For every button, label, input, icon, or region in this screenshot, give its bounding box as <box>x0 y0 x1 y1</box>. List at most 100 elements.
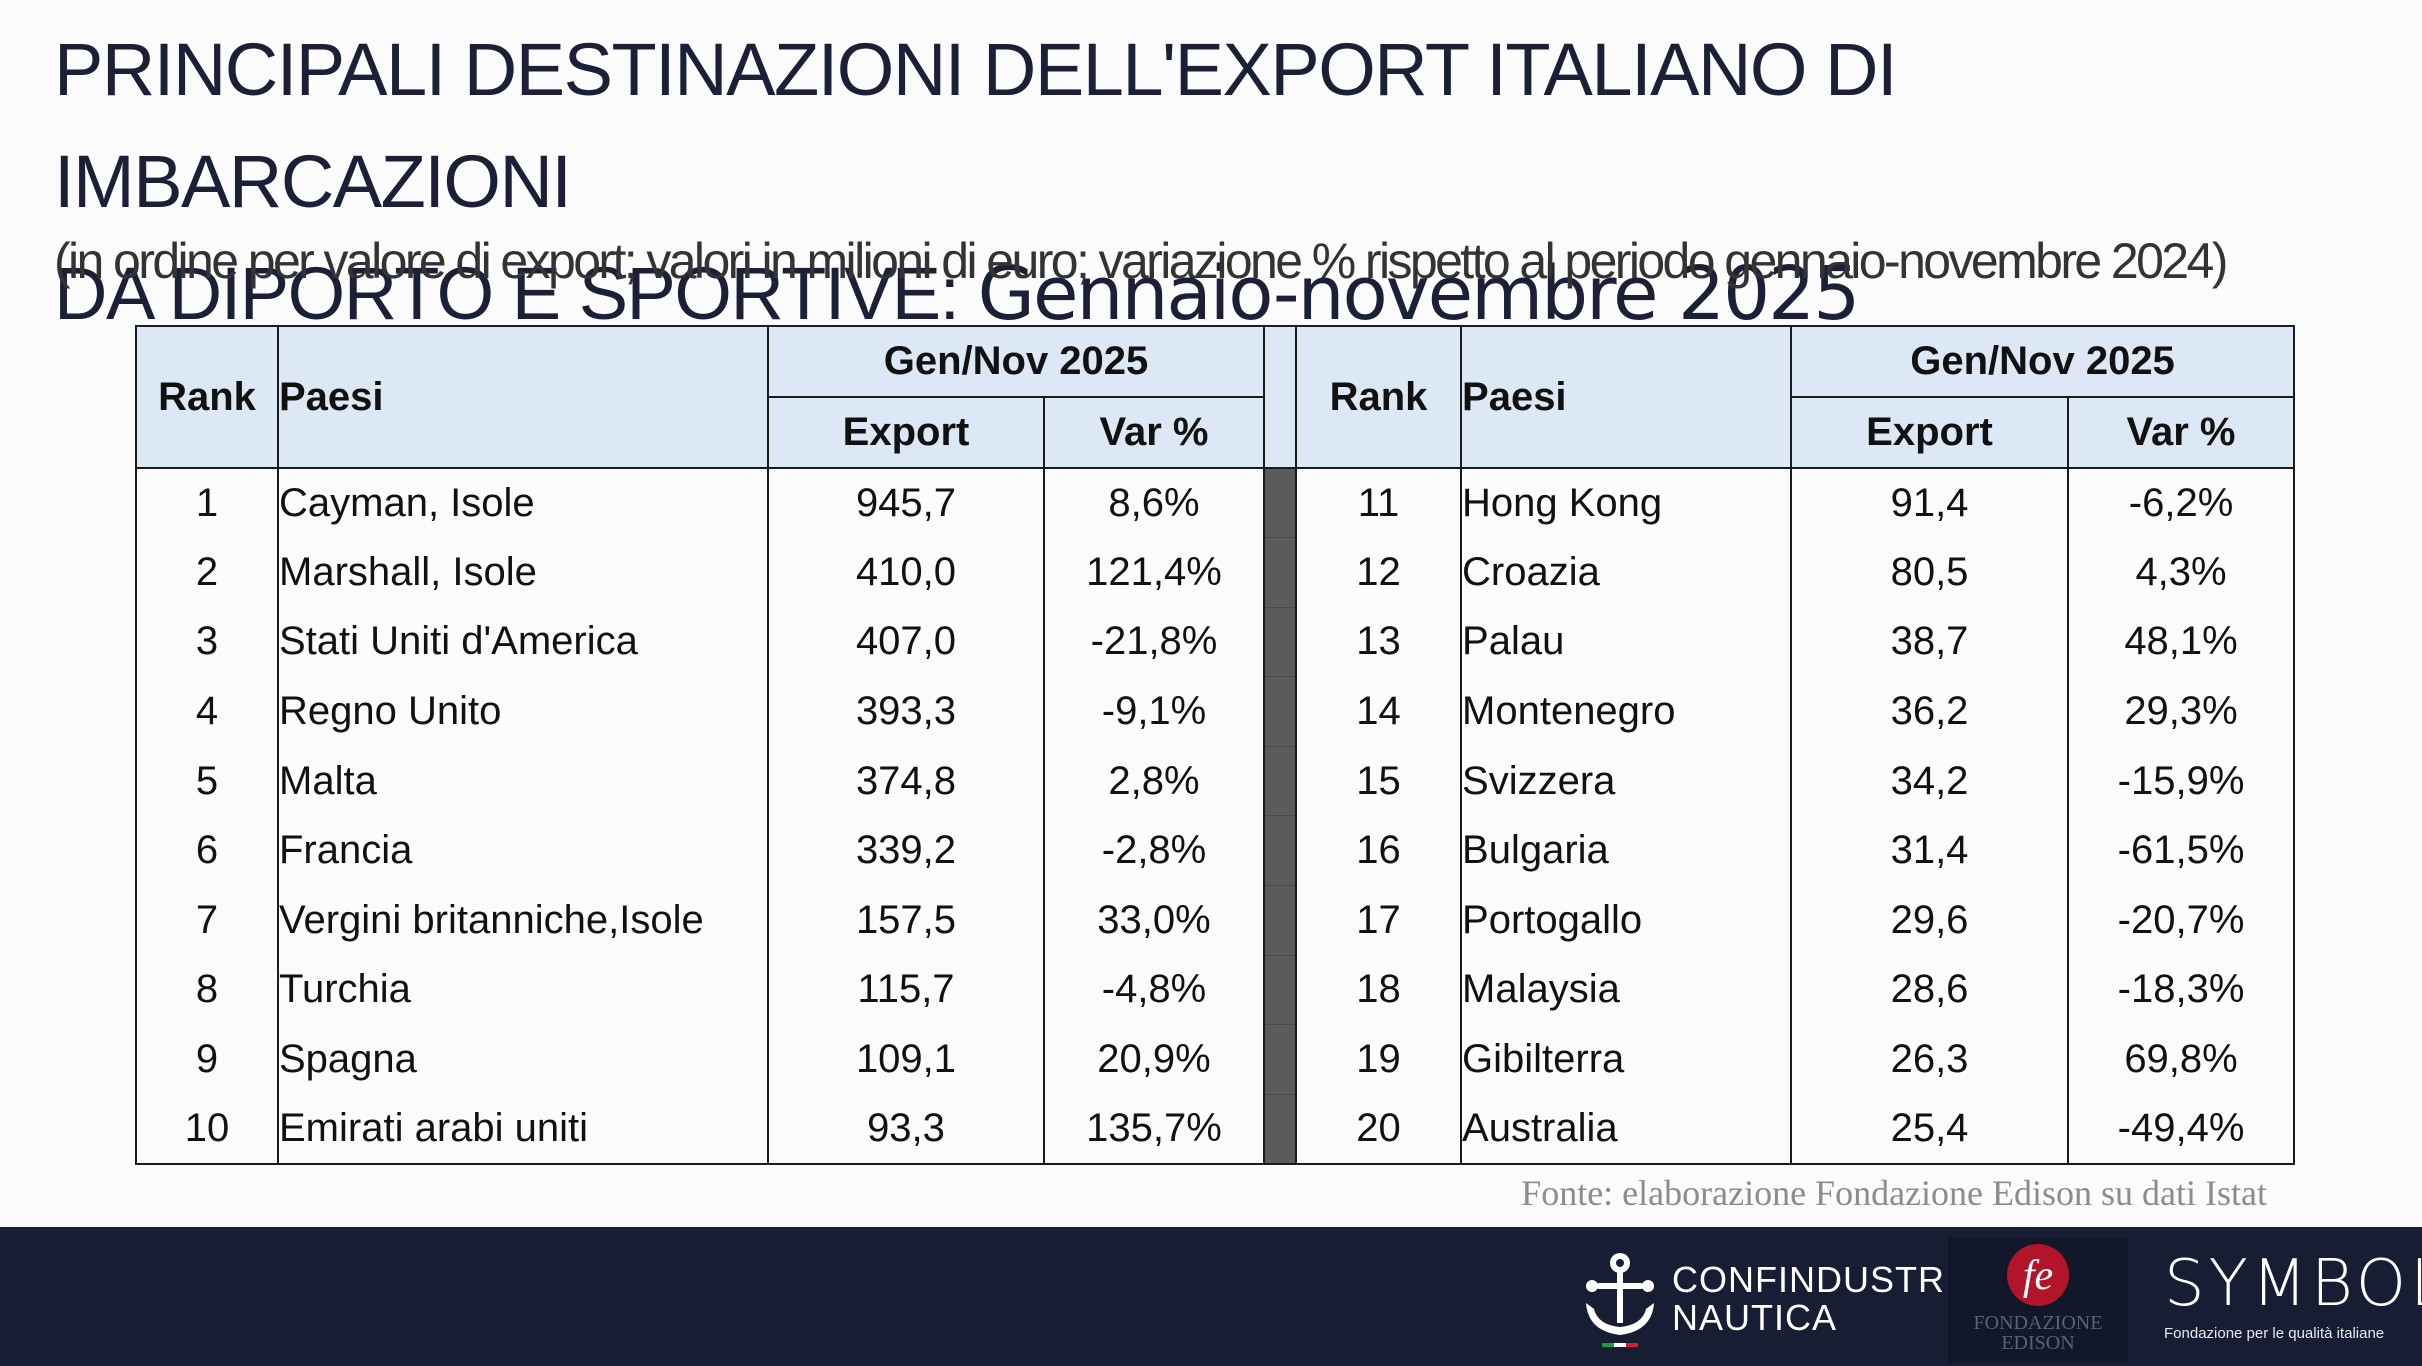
header-var: Var % <box>1042 396 1266 469</box>
table-body: 1 Cayman, Isole 945,7 8,6% 11 Hong Kong 91,4 -6… <box>135 467 2296 1165</box>
rank-cell: 19 <box>1295 1024 1463 1095</box>
column-separator <box>1263 676 1298 747</box>
rank-cell: 7 <box>135 885 279 956</box>
rank-cell: 5 <box>135 746 279 816</box>
rank-cell: 18 <box>1295 955 1463 1025</box>
country-cell: Palau <box>1460 607 1793 677</box>
export-cell: 91,4 <box>1790 468 2070 538</box>
column-separator <box>1263 954 1298 1026</box>
export-cell: 38,7 <box>1790 607 2070 677</box>
export-cell: 945,7 <box>767 468 1045 538</box>
country-cell: Bulgaria <box>1460 815 1793 886</box>
column-separator <box>1263 745 1298 817</box>
export-cell: 407,0 <box>767 607 1045 677</box>
column-separator <box>1263 885 1298 956</box>
var-cell: 135,7% <box>1042 1094 1266 1165</box>
column-separator <box>1263 1024 1298 1095</box>
export-cell: 115,7 <box>767 955 1045 1025</box>
rank-cell: 12 <box>1295 537 1463 608</box>
var-cell: 4,3% <box>2067 537 2296 608</box>
confindustria-line2: NAUTICA <box>1672 1297 1838 1338</box>
header-var-right: Var % <box>2067 396 2296 469</box>
confindustria-text: CONFINDUSTRIA NAUTICA <box>1672 1261 1981 1337</box>
table-row: 10 Emirati arabi uniti 93,3 135,7% 20 Austral… <box>135 1093 2296 1165</box>
country-cell: Montenegro <box>1460 676 1793 747</box>
export-cell: 31,4 <box>1790 815 2070 886</box>
header-export: Export <box>767 396 1045 469</box>
fondazione-edison-logo: fe FONDAZIONE EDISON <box>1948 1237 2128 1363</box>
export-cell: 80,5 <box>1790 537 2070 608</box>
export-cell: 25,4 <box>1790 1094 2070 1165</box>
var-cell: -21,8% <box>1042 607 1266 677</box>
var-cell: 33,0% <box>1042 885 1266 956</box>
edison-monogram-icon: fe <box>2007 1244 2069 1306</box>
var-cell: -6,2% <box>2067 468 2296 538</box>
edison-text: FONDAZIONE EDISON <box>1948 1313 2128 1353</box>
symbola-name: SYMBOLA <box>2164 1247 2422 1321</box>
table-header: Rank Paesi Gen/Nov 2025 Rank Paesi Gen/N… <box>135 325 2296 469</box>
rank-cell: 3 <box>135 607 279 677</box>
table-row: 9 Spagna 109,1 20,9% 19 Gibilterra 26,3 69,8% <box>135 1024 2296 1095</box>
table-row: 3 Stati Uniti d'America 407,0 -21,8% 13 Palau… <box>135 606 2296 678</box>
rank-cell: 20 <box>1295 1094 1463 1165</box>
country-cell: Cayman, Isole <box>277 468 769 538</box>
header-paesi-right: Paesi <box>1460 325 1793 469</box>
table-row: 8 Turchia 115,7 -4,8% 18 Malaysia 28,6 -18,3% <box>135 954 2296 1026</box>
header-rank: Rank <box>135 325 279 469</box>
country-cell: Croazia <box>1460 537 1793 608</box>
var-cell: -9,1% <box>1042 676 1266 747</box>
edison-monogram-text: fe <box>2023 1253 2053 1299</box>
export-cell: 93,3 <box>767 1094 1045 1165</box>
rank-cell: 6 <box>135 815 279 886</box>
rank-cell: 17 <box>1295 885 1463 956</box>
export-cell: 157,5 <box>767 885 1045 956</box>
country-cell: Svizzera <box>1460 746 1793 816</box>
header-period-right: Gen/Nov 2025 <box>1790 325 2296 398</box>
header-rank-right: Rank <box>1295 325 1463 469</box>
var-cell: -49,4% <box>2067 1094 2296 1165</box>
rank-cell: 4 <box>135 676 279 747</box>
export-cell: 29,6 <box>1790 885 2070 956</box>
var-cell: -61,5% <box>2067 815 2296 886</box>
export-cell: 109,1 <box>767 1024 1045 1095</box>
country-cell: Turchia <box>277 955 769 1025</box>
table-row: 5 Malta 374,8 2,8% 15 Svizzera 34,2 -15,9% <box>135 745 2296 817</box>
country-cell: Malta <box>277 746 769 816</box>
country-cell: Francia <box>277 815 769 886</box>
edison-line2: EDISON <box>2001 1332 2075 1354</box>
country-cell: Spagna <box>277 1024 769 1095</box>
var-cell: 8,6% <box>1042 468 1266 538</box>
export-cell: 339,2 <box>767 815 1045 886</box>
page-title: PRINCIPALI DESTINAZIONI DELL'EXPORT ITAL… <box>54 14 2384 350</box>
title-period: Gennaio-novembre 2025 <box>977 251 1861 337</box>
export-cell: 374,8 <box>767 746 1045 816</box>
title-line-2-main: DA DIPORTO E SPORTIVE: <box>54 252 978 335</box>
table-row: 6 Francia 339,2 -2,8% 16 Bulgaria 31,4 -61,5% <box>135 815 2296 887</box>
header-export-right: Export <box>1790 396 2070 469</box>
country-cell: Marshall, Isole <box>277 537 769 608</box>
table-row: 4 Regno Unito 393,3 -9,1% 14 Montenegro 36,2 29… <box>135 676 2296 747</box>
rank-cell: 15 <box>1295 746 1463 816</box>
var-cell: 69,8% <box>2067 1024 2296 1095</box>
var-cell: -4,8% <box>1042 955 1266 1025</box>
var-cell: -20,7% <box>2067 885 2296 956</box>
confindustria-nautica-logo: CONFINDUSTRIA NAUTICA <box>1580 1241 1980 1361</box>
column-separator <box>1263 815 1298 887</box>
rank-cell: 16 <box>1295 815 1463 886</box>
country-cell: Regno Unito <box>277 676 769 747</box>
footer-bar: CONFINDUSTRIA NAUTICA fe FONDAZIONE EDIS… <box>0 1227 2422 1366</box>
export-cell: 34,2 <box>1790 746 2070 816</box>
country-cell: Gibilterra <box>1460 1024 1793 1095</box>
edison-line1: FONDAZIONE <box>1973 1312 2103 1334</box>
export-destinations-table: Rank Paesi Gen/Nov 2025 Rank Paesi Gen/N… <box>135 325 2296 1165</box>
column-separator <box>1263 1093 1298 1165</box>
export-cell: 28,6 <box>1790 955 2070 1025</box>
column-separator <box>1263 537 1298 608</box>
rank-cell: 1 <box>135 468 279 538</box>
country-cell: Portogallo <box>1460 885 1793 956</box>
table-row: 7 Vergini britanniche,Isole 157,5 33,0% 17 Po… <box>135 885 2296 956</box>
export-cell: 26,3 <box>1790 1024 2070 1095</box>
title-line-1: PRINCIPALI DESTINAZIONI DELL'EXPORT ITAL… <box>54 28 1898 223</box>
rank-cell: 13 <box>1295 607 1463 677</box>
column-separator <box>1263 325 1298 469</box>
